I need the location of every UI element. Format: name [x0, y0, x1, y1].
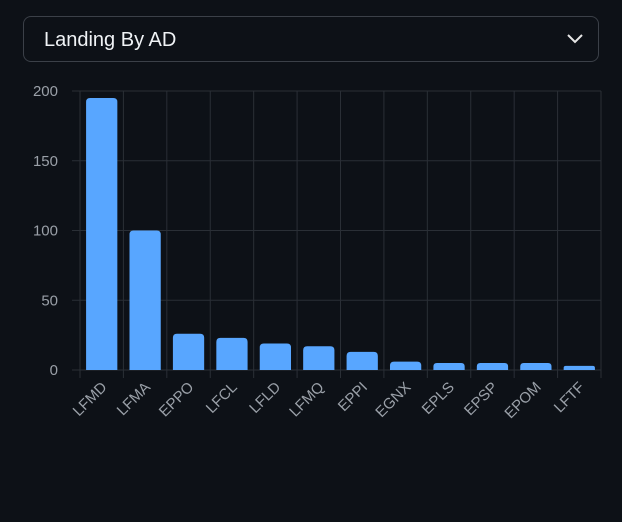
bar	[433, 363, 465, 370]
bar	[172, 333, 205, 370]
y-tick-label: 0	[50, 362, 58, 379]
y-tick-label: 150	[33, 153, 58, 170]
x-tick-label: EPSP	[461, 379, 501, 419]
bar	[563, 365, 595, 370]
bar	[86, 97, 118, 370]
y-tick-label: 200	[33, 83, 58, 100]
chevron	[567, 34, 583, 44]
x-tick-label: LFMQ	[286, 379, 327, 420]
x-tick-label: EGNX	[372, 379, 414, 421]
x-tick-label: LFMA	[114, 379, 154, 419]
x-tick-label: EPOM	[501, 379, 544, 422]
bar	[389, 361, 422, 370]
x-tick-label: LFCL	[203, 379, 241, 417]
chart: 0 50 100 150 200 LFMD LFMA EPPO LFCL LFLD LFMQ EPPI…	[33, 83, 602, 422]
bar	[216, 337, 248, 370]
bar	[476, 363, 509, 370]
dropdown[interactable]: Landing By AD	[23, 16, 599, 62]
x-tick-label: EPLS	[419, 379, 458, 418]
x-tick-label: EPPO	[156, 379, 197, 420]
y-tick-label: 100	[33, 223, 58, 240]
x-tick-label: LFMD	[70, 379, 111, 420]
x-tick-label: LFLD	[246, 379, 284, 417]
bar	[259, 343, 292, 370]
bar	[520, 363, 552, 370]
x-tick-label: EPPI	[335, 379, 371, 415]
dropdown-label: Landing By AD	[44, 29, 177, 51]
y-tick-label: 50	[41, 292, 58, 309]
x-tick-label: LFTF	[551, 379, 588, 416]
bar	[303, 346, 335, 370]
bar	[346, 351, 378, 370]
bar	[129, 230, 161, 370]
page: Landing By AD 0 50 100 150 200 LFMD LFMA EPPO LF…	[23, 16, 602, 423]
